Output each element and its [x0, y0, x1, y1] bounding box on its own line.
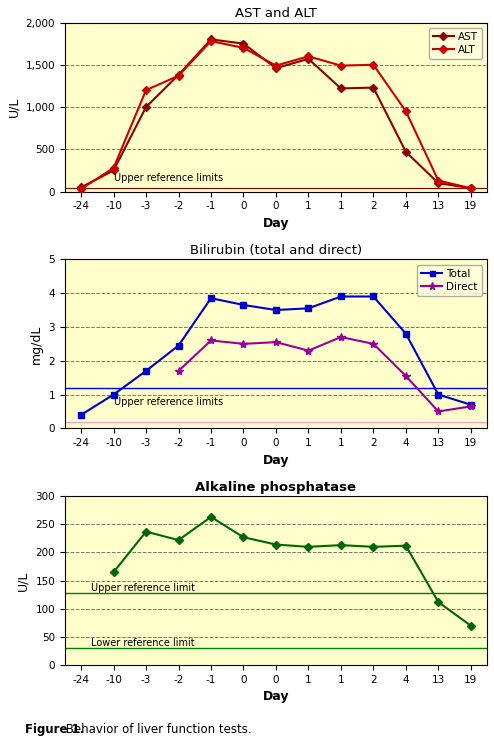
Title: Bilirubin (total and direct): Bilirubin (total and direct) — [190, 243, 362, 257]
AST — [435, 178, 441, 187]
AST — [208, 35, 214, 44]
Total — [435, 390, 441, 399]
AST — [370, 83, 376, 92]
ALT — [435, 176, 441, 185]
X-axis label: Day: Day — [263, 690, 289, 704]
ALT — [468, 184, 474, 192]
Total — [370, 292, 376, 301]
Direct — [208, 336, 214, 345]
Title: Alkaline phosphatase: Alkaline phosphatase — [196, 480, 357, 494]
Line: AST: AST — [79, 37, 474, 191]
ALT — [78, 184, 84, 193]
Direct — [305, 346, 311, 355]
Text: Upper reference limits: Upper reference limits — [114, 173, 223, 184]
Direct — [435, 407, 441, 416]
X-axis label: Day: Day — [263, 217, 289, 230]
Text: Behavior of liver function tests.: Behavior of liver function tests. — [62, 723, 251, 736]
Direct — [468, 402, 474, 411]
Text: Lower reference limit: Lower reference limit — [91, 638, 195, 648]
Y-axis label: mg/dL: mg/dL — [30, 324, 43, 363]
AST — [468, 184, 474, 192]
ALT — [338, 61, 344, 70]
Text: Upper reference limits: Upper reference limits — [114, 397, 223, 408]
Total — [273, 306, 279, 314]
Total — [338, 292, 344, 301]
ALT — [208, 37, 214, 46]
AST — [273, 64, 279, 73]
ALT — [143, 86, 149, 95]
AST — [175, 70, 181, 79]
Line: Direct: Direct — [174, 333, 475, 416]
Y-axis label: U/L: U/L — [17, 571, 30, 591]
Legend: AST, ALT: AST, ALT — [428, 27, 482, 59]
Total — [175, 341, 181, 350]
Direct — [273, 337, 279, 346]
Total — [403, 329, 409, 338]
Total — [305, 304, 311, 313]
Total — [78, 411, 84, 420]
AST — [305, 55, 311, 64]
ALT — [305, 52, 311, 61]
ALT — [175, 71, 181, 80]
Legend: Total, Direct: Total, Direct — [417, 264, 482, 296]
AST — [403, 147, 409, 156]
AST — [338, 84, 344, 93]
Text: Figure 1.: Figure 1. — [25, 723, 84, 736]
Text: Upper reference limit: Upper reference limit — [91, 583, 195, 593]
Total — [143, 366, 149, 375]
ALT — [403, 107, 409, 115]
Direct — [338, 333, 344, 342]
Total — [468, 400, 474, 409]
AST — [111, 166, 117, 175]
Direct — [403, 371, 409, 380]
Title: AST and ALT: AST and ALT — [235, 7, 317, 20]
Line: ALT: ALT — [79, 38, 474, 192]
Total — [208, 294, 214, 303]
AST — [143, 103, 149, 112]
Direct — [370, 340, 376, 349]
Y-axis label: U/L: U/L — [7, 97, 20, 117]
AST — [78, 183, 84, 192]
Line: Total: Total — [79, 294, 474, 417]
X-axis label: Day: Day — [263, 454, 289, 467]
Total — [111, 390, 117, 399]
Direct — [241, 340, 247, 349]
ALT — [370, 61, 376, 70]
AST — [241, 39, 247, 48]
Direct — [175, 366, 181, 375]
ALT — [241, 44, 247, 53]
Total — [241, 300, 247, 309]
ALT — [111, 164, 117, 172]
ALT — [273, 61, 279, 70]
